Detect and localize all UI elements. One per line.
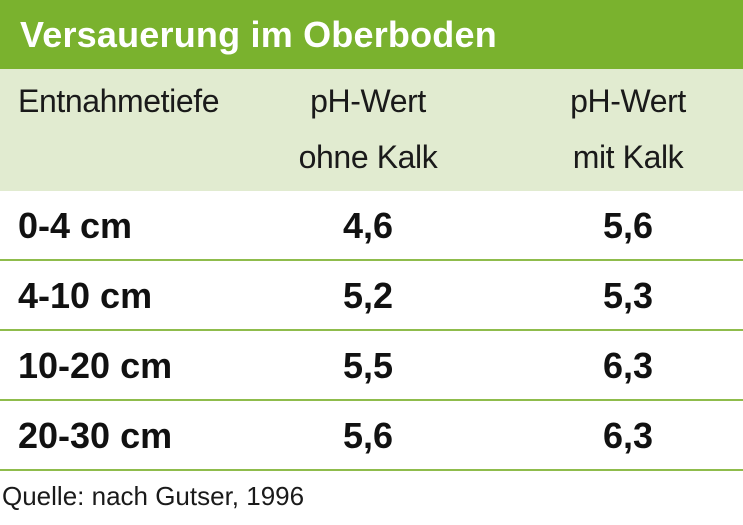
depth-cell: 20-30 cm <box>18 415 173 456</box>
depth-cell: 10-20 cm <box>18 345 173 386</box>
ph-with-lime-cell: 6,3 <box>602 415 654 456</box>
table-title: Versauerung im Oberboden <box>20 13 497 55</box>
ph-without-lime-cell: 4,6 <box>342 205 394 246</box>
column-header-line: ohne Kalk <box>298 139 438 175</box>
ph-without-lime-cell: 5,2 <box>342 275 394 316</box>
ph-with-lime-cell: 6,3 <box>602 345 654 386</box>
ph-with-lime-cell: 5,6 <box>602 205 654 246</box>
source-note: Quelle: nach Gutser, 1996 <box>2 481 305 511</box>
column-header-ph-without-lime: pH-Wert ohne Kalk <box>268 73 468 185</box>
table-row: 20-30 cm 5,6 6,3 <box>0 401 743 471</box>
column-header-line: pH-Wert <box>570 83 686 119</box>
depth-cell: 4-10 cm <box>18 275 153 316</box>
column-header-line: mit Kalk <box>572 139 684 175</box>
ph-without-lime-cell: 5,5 <box>342 345 394 386</box>
column-header-depth: Entnahmetiefe <box>18 73 220 129</box>
ph-with-lime-cell: 5,3 <box>602 275 654 316</box>
ph-without-lime-cell: 5,6 <box>342 415 394 456</box>
table-row: 10-20 cm 5,5 6,3 <box>0 331 743 401</box>
column-header-ph-with-lime: pH-Wert mit Kalk <box>528 73 728 185</box>
table-row: 4-10 cm 5,2 5,3 <box>0 261 743 331</box>
title-bar: Versauerung im Oberboden <box>0 0 743 69</box>
column-header-line: Entnahmetiefe <box>18 83 220 119</box>
depth-cell: 0-4 cm <box>18 205 133 246</box>
column-header-line: pH-Wert <box>310 83 426 119</box>
table-header: Entnahmetiefe pH-Wert ohne Kalk pH-Wert … <box>0 69 743 191</box>
table-row: 0-4 cm 4,6 5,6 <box>0 191 743 261</box>
